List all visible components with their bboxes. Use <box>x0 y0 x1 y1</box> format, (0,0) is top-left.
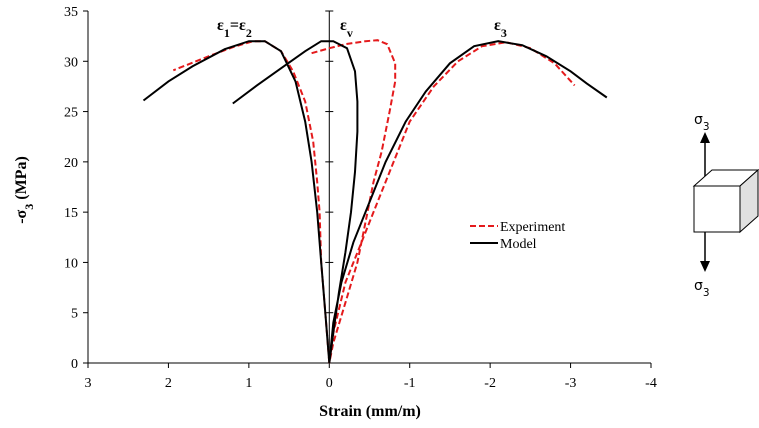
x-tick-label: -2 <box>484 376 496 391</box>
diagram-label: σ3 <box>694 112 710 133</box>
text-part: 3 <box>501 26 507 40</box>
text-part: = <box>230 17 239 34</box>
cube-side <box>739 168 759 234</box>
x-axis-title: Strain (mm/m) <box>319 403 421 420</box>
diagram-label: σ3 <box>694 278 710 299</box>
text-part: ε <box>340 17 347 34</box>
annotation: ε3 <box>494 17 507 40</box>
stress-diagram: σ3 σ3 <box>692 112 759 299</box>
text-part: ε <box>494 17 501 34</box>
x-tick-label: 3 <box>85 376 92 391</box>
text-part: 3 <box>703 287 710 299</box>
x-tick-label: -3 <box>565 376 577 391</box>
text-part: (MPa) <box>13 156 30 204</box>
arrowhead <box>700 132 710 143</box>
text-part: v <box>347 26 353 40</box>
y-tick-label: 25 <box>64 106 78 121</box>
series-line <box>172 39 576 364</box>
x-tick-label: -4 <box>645 376 657 391</box>
y-tick-label: 5 <box>71 307 78 322</box>
text-part: 3 <box>22 204 36 210</box>
x-tick-label: 1 <box>245 376 252 391</box>
y-tick-label: 10 <box>64 256 78 271</box>
y-tick-label: 35 <box>64 5 78 20</box>
text-part: 3 <box>703 121 710 133</box>
y-tick-label: 20 <box>64 156 78 171</box>
x-tick-label: 2 <box>165 376 172 391</box>
annotation: εv <box>340 17 353 40</box>
y-tick-label: 0 <box>71 357 78 372</box>
x-tick-label: -1 <box>404 376 416 391</box>
y-tick-label: 30 <box>64 55 78 70</box>
arrowhead <box>700 261 710 272</box>
text-part: -σ <box>13 209 30 223</box>
legend-label: Model <box>500 237 537 252</box>
annotation: ε1=ε2 <box>217 17 252 40</box>
legend-label: Experiment <box>500 220 565 235</box>
text-part: 2 <box>246 26 252 40</box>
series-line <box>142 40 608 364</box>
text-part: ε <box>217 17 224 34</box>
cube-front <box>693 185 741 233</box>
text-part: 1 <box>224 26 230 40</box>
text-part: σ <box>694 112 703 128</box>
x-tick-label: 0 <box>326 376 333 391</box>
text-part: σ <box>694 278 703 294</box>
y-axis-title: -σ3 (MPa) <box>13 156 36 224</box>
y-tick-label: 15 <box>64 206 78 221</box>
text-part: ε <box>239 17 246 34</box>
